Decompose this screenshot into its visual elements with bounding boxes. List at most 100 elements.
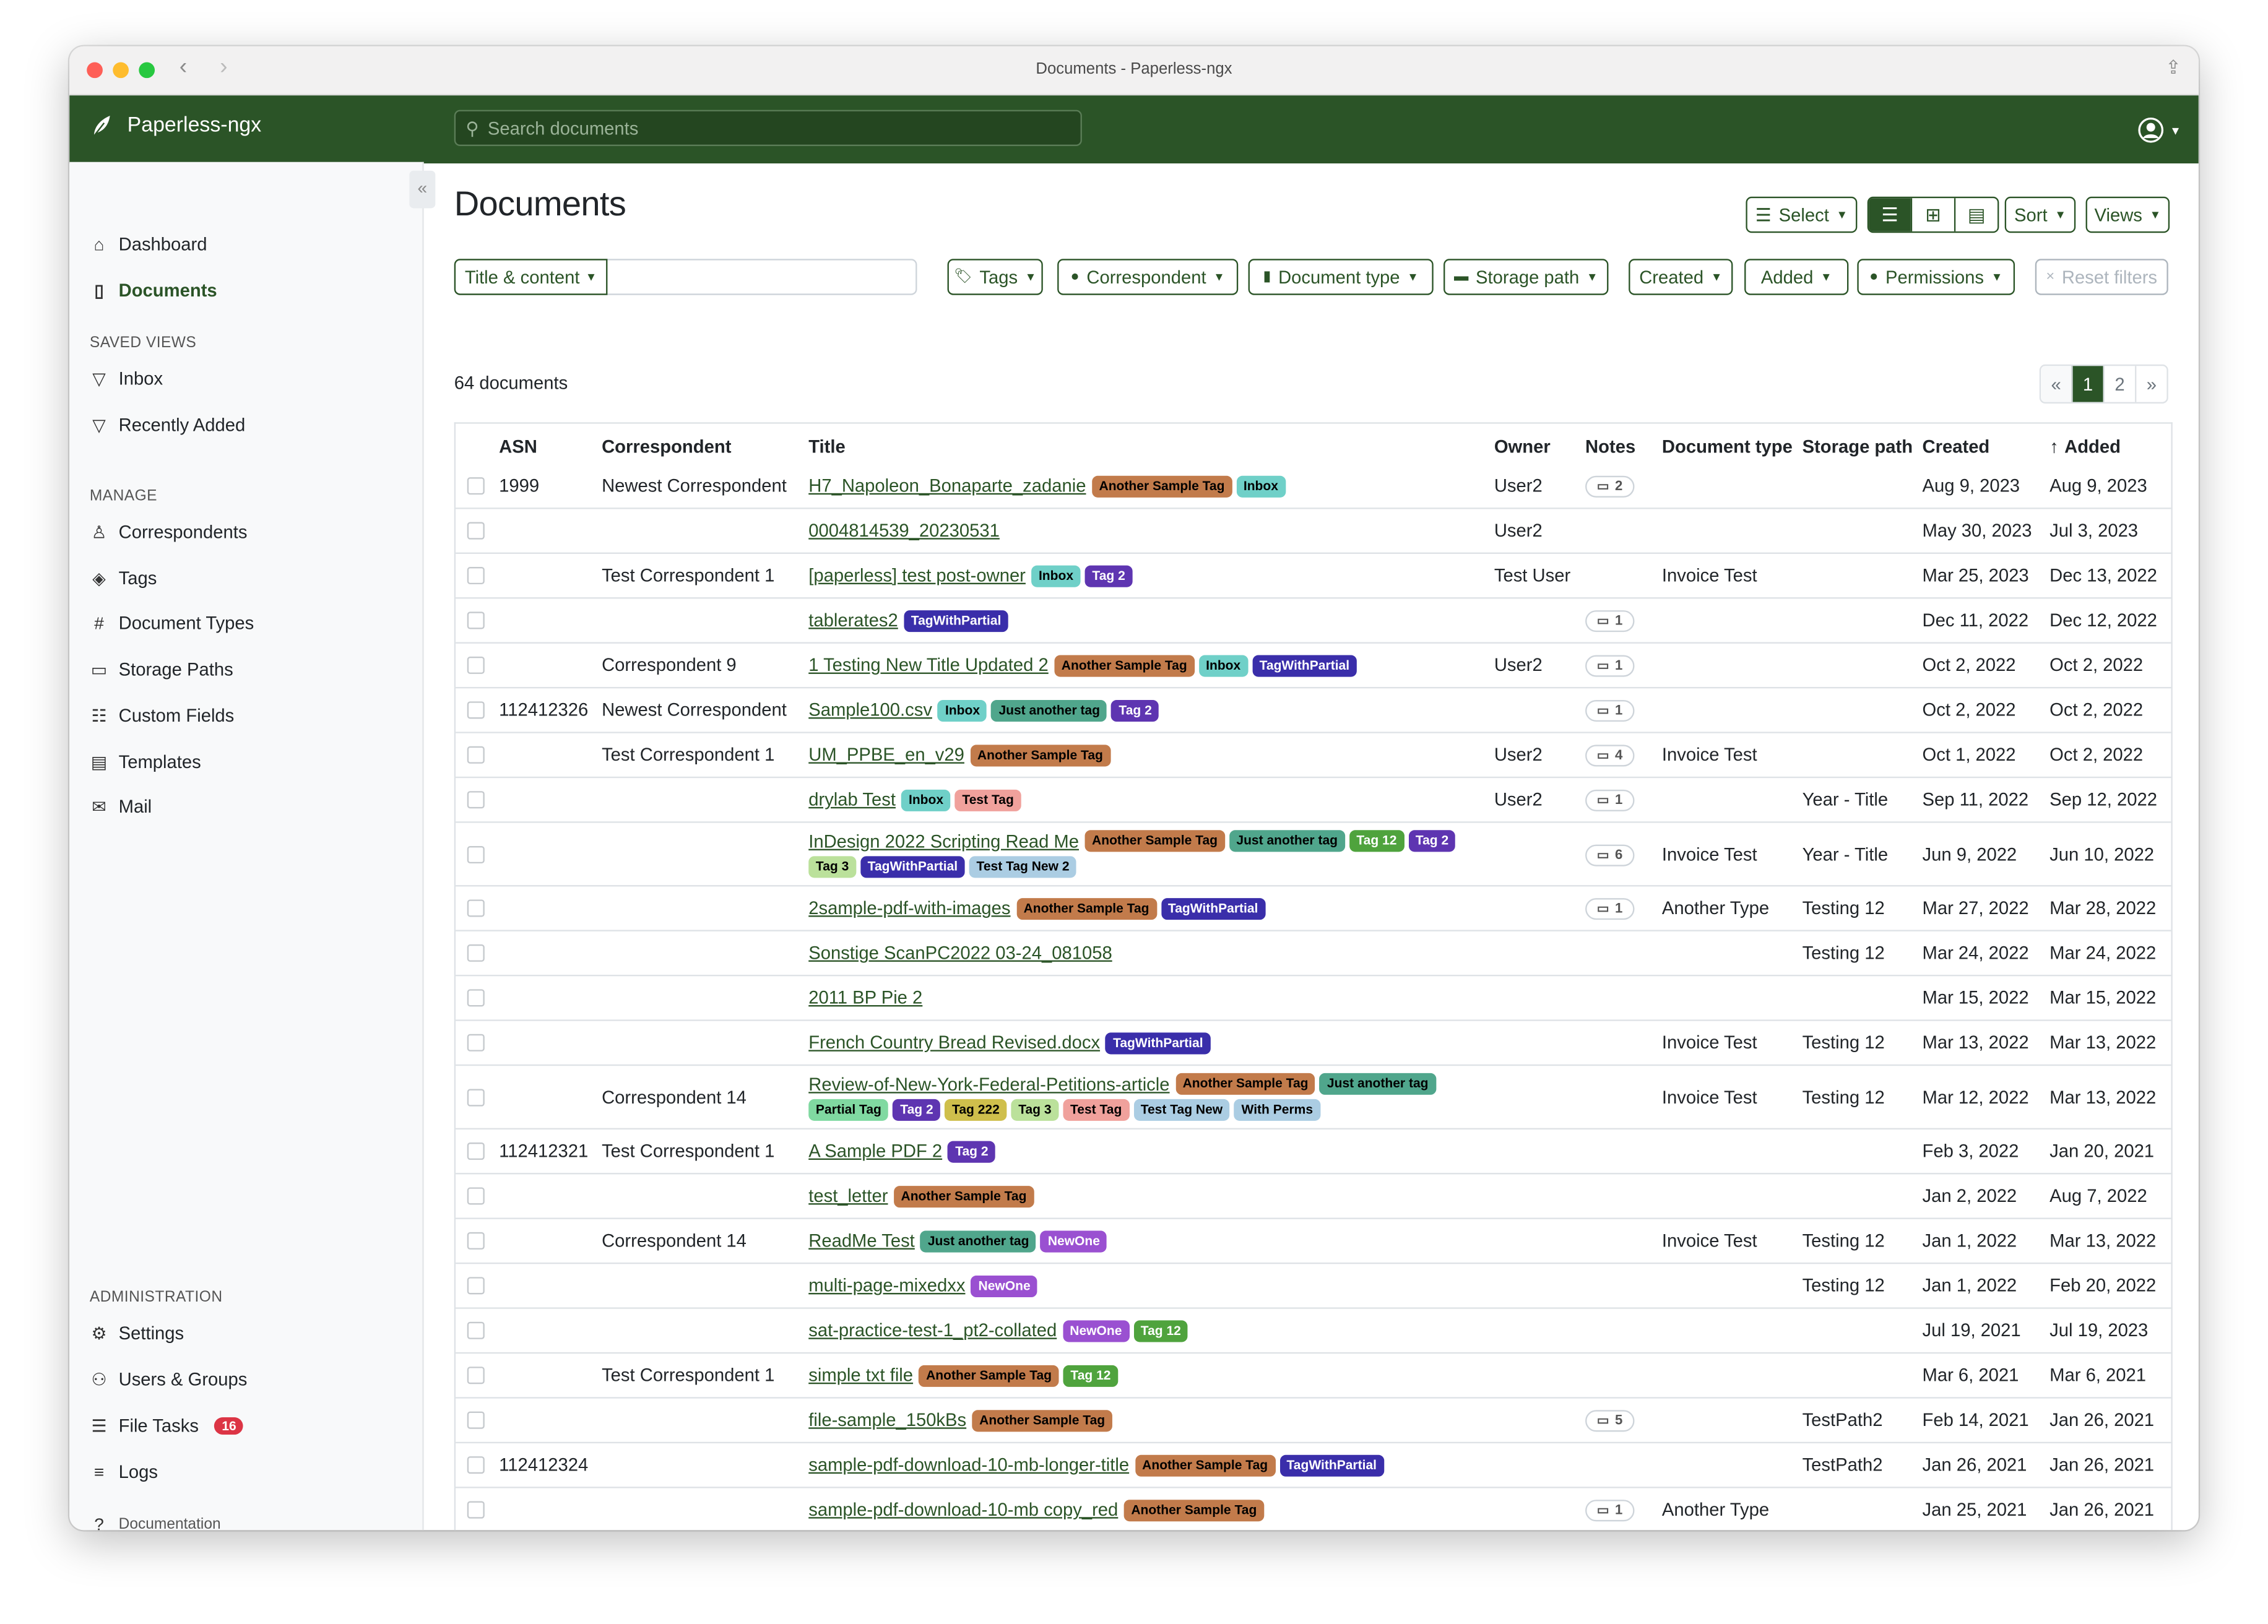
document-type-cell[interactable]: Invoice Test	[1661, 1230, 1757, 1251]
table-row[interactable]: 2011 BP Pie 2 Mar 15, 2022 Mar 15, 2022	[456, 976, 2171, 1021]
table-row[interactable]: sample-pdf-download-10-mb copy_red Anothe…	[456, 1488, 2171, 1530]
storage-path-cell[interactable]: TestPath2	[1802, 1454, 1883, 1475]
sidebar-item-custom-fields[interactable]: ☷ Custom Fields	[90, 706, 234, 726]
table-row[interactable]: Test Correspondent 1 UM_PPBE_en_v29 Anothe…	[456, 733, 2171, 779]
document-title-link[interactable]: 0004814539_20230531	[808, 520, 1000, 541]
table-row[interactable]: drylab Test Inbox Test Tag User2 ▭ 1 Year - Ti…	[456, 778, 2171, 823]
table-row[interactable]: InDesign 2022 Scripting Read Me Another S…	[456, 823, 2171, 887]
document-type-cell[interactable]: Invoice Test	[1661, 1032, 1757, 1053]
document-title-link[interactable]: Sample100.csv	[808, 699, 932, 720]
tag-badge[interactable]: TagWithPartial	[904, 609, 1008, 631]
table-row[interactable]: 112412324 sample-pdf-download-10-mb-longe…	[456, 1443, 2171, 1488]
table-row[interactable]: 0004814539_20230531 User2 May 30, 2023 Jul …	[456, 509, 2171, 554]
document-title-link[interactable]: [paperless] test post-owner	[808, 565, 1026, 586]
row-checkbox[interactable]	[466, 1456, 484, 1474]
document-type-cell[interactable]: Invoice Test	[1661, 1087, 1757, 1107]
document-title-link[interactable]: InDesign 2022 Scripting Read Me	[808, 831, 1080, 852]
tag-badge[interactable]: Test Tag New 2	[969, 856, 1077, 878]
row-checkbox[interactable]	[466, 477, 484, 495]
small-cards-view-button[interactable]: ⊞	[1910, 198, 1954, 231]
column-header-notes[interactable]: Notes	[1581, 437, 1658, 457]
row-checkbox[interactable]	[466, 656, 484, 674]
table-row[interactable]: Sonstige ScanPC2022 03-24_081058 Testing …	[456, 931, 2171, 977]
correspondent-filter-button[interactable]: ● Correspondent ▼	[1057, 259, 1239, 295]
document-title-link[interactable]: simple txt file	[808, 1365, 914, 1386]
storage-path-cell[interactable]: TestPath2	[1802, 1410, 1883, 1431]
sidebar-item-file-tasks[interactable]: ☰ File Tasks 16	[90, 1416, 244, 1436]
collapse-sidebar-button[interactable]: «	[409, 170, 436, 209]
document-title-link[interactable]: 1 Testing New Title Updated 2	[808, 655, 1049, 676]
row-checkbox[interactable]	[466, 899, 484, 917]
table-row[interactable]: 112412321 Test Correspondent 1 A Sample PD…	[456, 1129, 2171, 1175]
document-type-cell[interactable]: Invoice Test	[1661, 745, 1757, 766]
notes-badge[interactable]: ▭ 1	[1585, 1500, 1635, 1522]
row-checkbox[interactable]	[466, 944, 484, 962]
correspondent-cell[interactable]: Newest Correspondent	[602, 699, 787, 720]
document-title-link[interactable]: 2sample-pdf-with-images	[808, 898, 1011, 918]
share-icon[interactable]: ⇪	[2165, 56, 2181, 79]
tag-badge[interactable]: Partial Tag	[808, 1099, 889, 1121]
table-view-button[interactable]: ☰	[1869, 198, 1911, 231]
tag-badge[interactable]: TagWithPartial	[1106, 1032, 1211, 1054]
column-header-title[interactable]: Title	[804, 430, 1490, 464]
tag-badge[interactable]: Another Sample Tag	[1091, 475, 1232, 497]
tag-badge[interactable]: Just another tag	[1229, 830, 1345, 852]
document-title-link[interactable]: sat-practice-test-1_pt2-collated	[808, 1320, 1057, 1341]
brand[interactable]: Paperless-ngx	[90, 114, 261, 137]
row-checkbox[interactable]	[466, 791, 484, 809]
tag-badge[interactable]: Another Sample Tag	[1054, 654, 1195, 676]
tag-badge[interactable]: Just another tag	[1320, 1073, 1436, 1095]
sort-button[interactable]: Sort ▼	[2004, 196, 2076, 233]
large-cards-view-button[interactable]: ▤	[1954, 198, 1997, 231]
table-row[interactable]: Test Correspondent 1 [paperless] test pos…	[456, 554, 2171, 599]
sidebar-item-dashboard[interactable]: ⌂ Dashboard	[90, 235, 207, 255]
notes-badge[interactable]: ▭ 6	[1585, 844, 1635, 866]
row-checkbox[interactable]	[466, 845, 484, 863]
document-type-cell[interactable]: Another Type	[1661, 1500, 1770, 1520]
row-checkbox[interactable]	[466, 1034, 484, 1052]
sidebar-item-saved-view[interactable]: ▽ Inbox	[90, 369, 163, 389]
column-header-asn[interactable]: ASN	[495, 437, 597, 457]
row-checkbox[interactable]	[466, 1411, 484, 1429]
tag-badge[interactable]: TagWithPartial	[1252, 654, 1357, 676]
notes-badge[interactable]: ▭ 4	[1585, 745, 1635, 767]
tag-badge[interactable]: Tag 12	[1349, 830, 1405, 852]
document-title-link[interactable]: tablerates2	[808, 610, 898, 631]
table-row[interactable]: sat-practice-test-1_pt2-collated NewOne Ta…	[456, 1309, 2171, 1354]
page-1-button[interactable]: 1	[2071, 366, 2103, 402]
storage-path-cell[interactable]: Testing 12	[1802, 1032, 1885, 1053]
tag-badge[interactable]: Tag 2	[1111, 699, 1159, 721]
correspondent-cell[interactable]: Test Correspondent 1	[602, 1141, 775, 1162]
row-checkbox[interactable]	[466, 701, 484, 719]
document-title-link[interactable]: drylab Test	[808, 789, 896, 810]
sidebar-item-mail[interactable]: ✉ Mail	[90, 797, 152, 818]
forward-icon[interactable]: ›	[220, 54, 228, 80]
storage-path-filter-button[interactable]: ▬ Storage path ▼	[1443, 259, 1609, 295]
tag-badge[interactable]: Tag 2	[948, 1140, 996, 1162]
sidebar-item-storage-paths[interactable]: ▭ Storage Paths	[90, 660, 233, 680]
permissions-filter-button[interactable]: ● Permissions ▼	[1857, 259, 2015, 295]
table-row[interactable]: multi-page-mixedxx NewOne Testing 12 Jan 1,…	[456, 1264, 2171, 1309]
table-row[interactable]: 1999 Newest Correspondent H7_Napoleon_Bona…	[456, 464, 2171, 509]
column-header-storage-path[interactable]: Storage path	[1798, 437, 1918, 457]
storage-path-cell[interactable]: Testing 12	[1802, 943, 1885, 964]
document-type-cell[interactable]: Invoice Test	[1661, 844, 1757, 865]
notes-badge[interactable]: ▭ 2	[1585, 475, 1635, 498]
tag-badge[interactable]: TagWithPartial	[1279, 1454, 1384, 1476]
document-type-cell[interactable]: Invoice Test	[1661, 565, 1757, 586]
sidebar-item-tags[interactable]: ◈ Tags	[90, 568, 157, 589]
row-checkbox[interactable]	[466, 746, 484, 764]
tag-badge[interactable]: Tag 12	[1063, 1364, 1119, 1386]
correspondent-cell[interactable]: Correspondent 14	[602, 1230, 747, 1251]
row-checkbox[interactable]	[466, 1277, 484, 1295]
notes-badge[interactable]: ▭ 5	[1585, 1410, 1635, 1432]
tag-badge[interactable]: Tag 3	[808, 856, 856, 878]
row-checkbox[interactable]	[466, 1187, 484, 1205]
table-row[interactable]: tablerates2 TagWithPartial ▭ 1 Dec 11, 2022 D…	[456, 598, 2171, 644]
text-filter-mode-dropdown[interactable]: Title & content ▼	[454, 259, 608, 295]
tag-badge[interactable]: Inbox	[1031, 564, 1081, 587]
tag-badge[interactable]: Tag 12	[1133, 1320, 1188, 1342]
tag-badge[interactable]: Tag 2	[1084, 564, 1133, 587]
added-filter-button[interactable]: Added ▼	[1744, 259, 1849, 295]
tag-badge[interactable]: Test Tag New	[1133, 1099, 1230, 1121]
